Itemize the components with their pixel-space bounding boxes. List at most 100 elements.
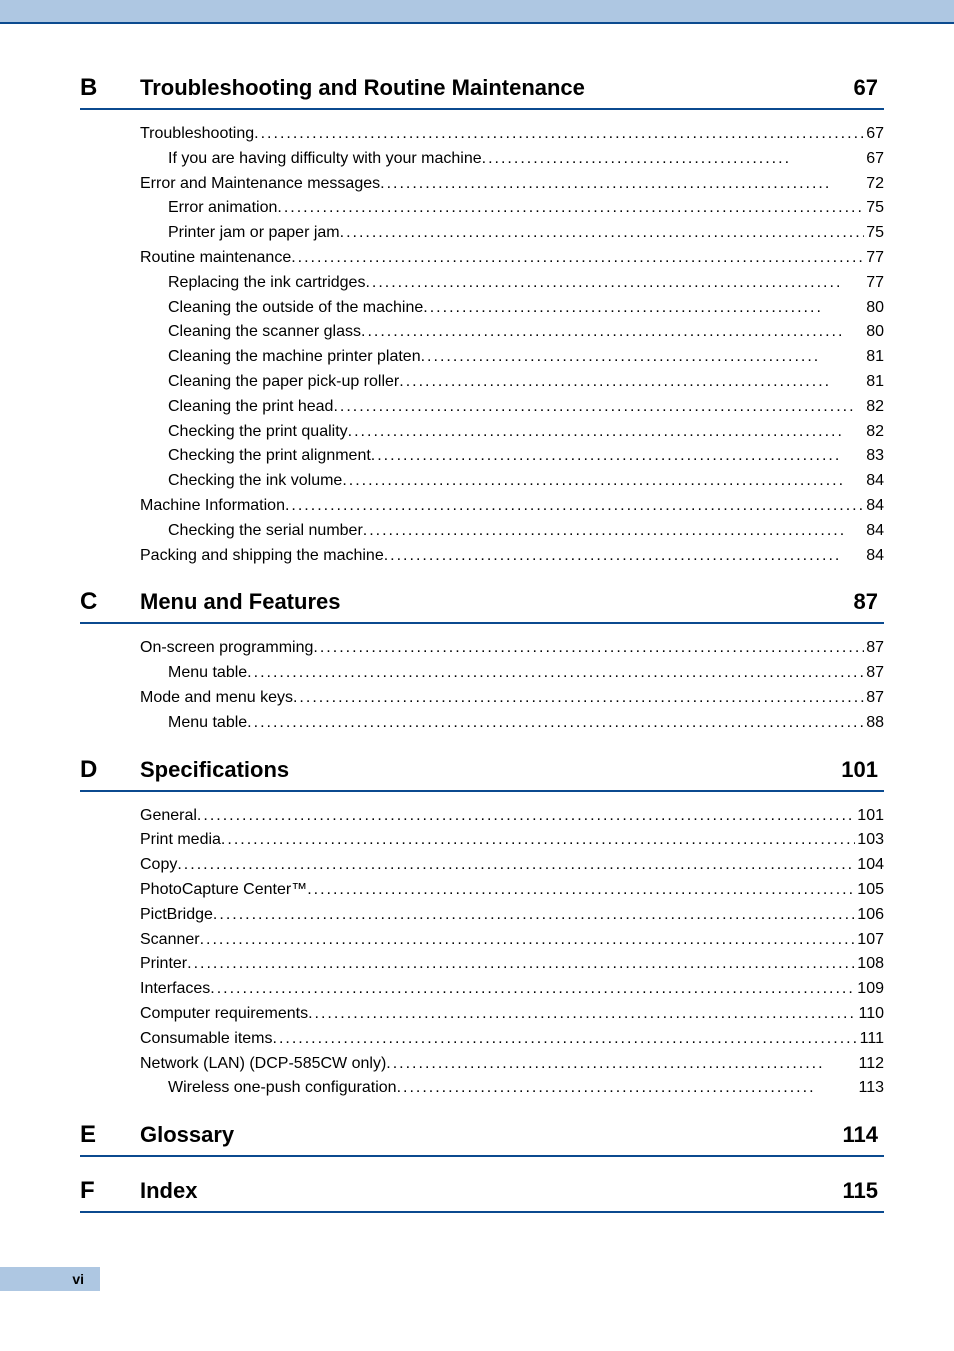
toc-entry[interactable]: Wireless one-push configuration ........… (140, 1076, 884, 1101)
section-title: Troubleshooting and Routine Maintenance (140, 75, 854, 101)
toc-entry[interactable]: Checking the ink volume ................… (140, 469, 884, 494)
toc-entry[interactable]: Checking the serial number..............… (140, 519, 884, 544)
toc-label: Menu table (168, 661, 247, 686)
toc-page: 82 (864, 395, 884, 420)
section-header-b: B Troubleshooting and Routine Maintenanc… (80, 74, 884, 110)
toc-leader: ........................................… (482, 147, 865, 172)
toc-label: Checking the print quality (168, 420, 348, 445)
toc-entry[interactable]: Packing and shipping the machine........… (140, 544, 884, 569)
toc-page: 106 (855, 903, 884, 928)
toc-entry[interactable]: Cleaning the scanner glass .............… (140, 320, 884, 345)
toc-leader: ........................................… (291, 246, 864, 271)
toc-label: Checking the print alignment (168, 444, 371, 469)
toc-page: 111 (858, 1027, 884, 1052)
toc-entry[interactable]: Computer requirements ..................… (140, 1002, 884, 1027)
toc-entry[interactable]: Consumable items........................… (140, 1027, 884, 1052)
section-letter: E (80, 1121, 140, 1149)
toc-entry[interactable]: Menu table..............................… (140, 661, 884, 686)
toc-leader: ........................................… (307, 878, 855, 903)
toc-label: PhotoCapture Center™ (140, 878, 307, 903)
section-header-e: E Glossary 114 (80, 1121, 884, 1157)
toc-page: 105 (855, 878, 884, 903)
toc-page: 77 (864, 246, 884, 271)
toc-label: Consumable items (140, 1027, 273, 1052)
toc-label: Cleaning the machine printer platen (168, 345, 421, 370)
toc-leader: ........................................… (361, 320, 864, 345)
toc-page: 67 (864, 147, 884, 172)
toc-entry[interactable]: Network (LAN) (DCP-585CW only) .........… (140, 1052, 884, 1077)
toc-entry[interactable]: Menu table..............................… (140, 711, 884, 736)
toc-page: 84 (864, 519, 884, 544)
toc-leader: ........................................… (333, 395, 864, 420)
toc-entry[interactable]: Error animation ........................… (140, 196, 884, 221)
entries-d: General.................................… (80, 804, 884, 1102)
toc-page: 113 (856, 1076, 884, 1101)
toc-entry[interactable]: Print media.............................… (140, 828, 884, 853)
toc-leader: ........................................… (277, 196, 864, 221)
toc-page: 87 (864, 636, 884, 661)
toc-entry[interactable]: On-screen programming...................… (140, 636, 884, 661)
section-page: 115 (843, 1178, 885, 1204)
toc-entry[interactable]: Checking the print quality .............… (140, 420, 884, 445)
toc-entry[interactable]: Mode and menu keys .....................… (140, 686, 884, 711)
toc-entry[interactable]: Replacing the ink cartridges ...........… (140, 271, 884, 296)
toc-leader: ........................................… (285, 494, 864, 519)
toc-leader: ........................................… (363, 519, 864, 544)
toc-page: 80 (864, 296, 884, 321)
toc-entry[interactable]: Checking the print alignment ...........… (140, 444, 884, 469)
section-letter: D (80, 756, 140, 784)
toc-entry[interactable]: Printer jam or paper jam ...............… (140, 221, 884, 246)
toc-page: 104 (855, 853, 884, 878)
toc-label: Computer requirements (140, 1002, 308, 1027)
toc-page: 109 (855, 977, 884, 1002)
toc-page: 75 (864, 196, 884, 221)
toc-label: Scanner (140, 928, 200, 953)
toc-entry[interactable]: PhotoCapture Center™ ...................… (140, 878, 884, 903)
toc-leader: ........................................… (200, 928, 856, 953)
toc-label: Routine maintenance (140, 246, 291, 271)
toc-entry[interactable]: PictBridge .............................… (140, 903, 884, 928)
toc-entry[interactable]: Error and Maintenance messages..........… (140, 172, 884, 197)
section-title: Menu and Features (140, 589, 854, 615)
toc-label: Wireless one-push configuration (168, 1076, 397, 1101)
toc-entry[interactable]: Troubleshooting ........................… (140, 122, 884, 147)
toc-entry[interactable]: Machine Information ....................… (140, 494, 884, 519)
toc-page: 82 (864, 420, 884, 445)
toc-label: Cleaning the outside of the machine (168, 296, 423, 321)
toc-entry[interactable]: Cleaning the print head ................… (140, 395, 884, 420)
toc-leader: ........................................… (342, 469, 864, 494)
toc-entry[interactable]: General.................................… (140, 804, 884, 829)
toc-label: Menu table (168, 711, 247, 736)
toc-page: 83 (864, 444, 884, 469)
toc-entry[interactable]: Cleaning the machine printer platen.....… (140, 345, 884, 370)
toc-leader: ........................................… (371, 444, 864, 469)
toc-entry[interactable]: If you are having difficulty with your m… (140, 147, 884, 172)
entries-c: On-screen programming...................… (80, 636, 884, 735)
toc-entry[interactable]: Cleaning the outside of the machine ....… (140, 296, 884, 321)
toc-entry[interactable]: Routine maintenance.....................… (140, 246, 884, 271)
section-header-c: C Menu and Features 87 (80, 588, 884, 624)
toc-leader: ........................................… (308, 1002, 856, 1027)
section-title: Glossary (140, 1122, 843, 1148)
toc-entry[interactable]: Printer ................................… (140, 952, 884, 977)
page-number: vi (72, 1271, 84, 1287)
toc-label: General (140, 804, 197, 829)
toc-label: Copy (140, 853, 177, 878)
toc-leader: ........................................… (313, 636, 864, 661)
section-page: 87 (854, 589, 884, 615)
toc-page: 84 (864, 494, 884, 519)
toc-entry[interactable]: Copy ...................................… (140, 853, 884, 878)
toc-leader: ........................................… (197, 804, 855, 829)
toc-label: Printer jam or paper jam (168, 221, 340, 246)
toc-page: 81 (864, 370, 884, 395)
section-page: 67 (854, 75, 884, 101)
toc-entry[interactable]: Cleaning the paper pick-up roller.......… (140, 370, 884, 395)
toc-entry[interactable]: Interfaces..............................… (140, 977, 884, 1002)
toc-label: PictBridge (140, 903, 213, 928)
toc-leader: ........................................… (210, 977, 855, 1002)
toc-page: 84 (864, 544, 884, 569)
toc-page: 88 (864, 711, 884, 736)
toc-label: Printer (140, 952, 187, 977)
toc-leader: ........................................… (221, 828, 855, 853)
toc-entry[interactable]: Scanner ................................… (140, 928, 884, 953)
